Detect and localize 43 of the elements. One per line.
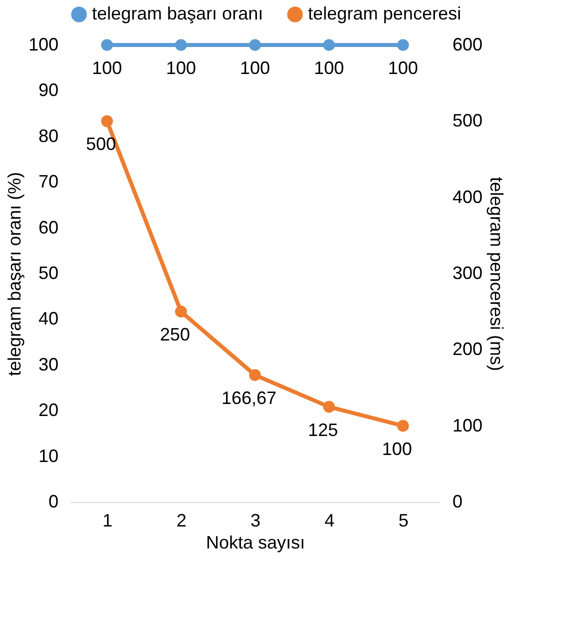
y-tick-label: 40 [38, 308, 58, 329]
y-tick-label: 50 [38, 263, 58, 283]
y-tick-label: 60 [38, 217, 58, 238]
point [249, 369, 261, 381]
y2-tick-label: 100 [452, 415, 483, 436]
y-tick-label: 30 [38, 354, 58, 374]
data-label: 100 [382, 438, 412, 459]
x-tick-label: 2 [176, 510, 187, 530]
y-tick-label: 100 [28, 34, 58, 54]
x-tick-label: 5 [398, 510, 409, 530]
data-label: 500 [86, 134, 116, 154]
y2-tick-label: 600 [452, 34, 483, 54]
y2-axis-title: telegram penceresi (ms) [486, 176, 507, 372]
y2-tick-label: 0 [452, 492, 463, 512]
y-tick-label: 10 [38, 446, 58, 466]
point [397, 420, 409, 432]
data-label: 100 [92, 58, 122, 78]
point [101, 115, 113, 128]
data-label: 100 [240, 58, 270, 78]
x-tick-label: 3 [250, 510, 261, 530]
y-tick-label: 90 [38, 80, 58, 100]
x-axis-title: Nokta sayısı [206, 532, 306, 552]
y-tick-label: 0 [48, 492, 58, 512]
y-axis-title: telegram başarı oranı (%) [4, 172, 24, 376]
x-tick-label: 4 [324, 510, 335, 530]
data-label: 100 [388, 58, 418, 78]
point [323, 400, 335, 413]
point [175, 306, 187, 318]
legend-label: telegram penceresi [308, 3, 462, 24]
y2-tick-label: 300 [452, 263, 483, 283]
data-label: 100 [166, 58, 196, 78]
data-label: 166,67 [221, 388, 277, 408]
y2-tick-label: 200 [452, 339, 483, 360]
y-tick-label: 80 [38, 126, 58, 146]
data-label: 250 [160, 324, 190, 345]
y-tick-label: 70 [38, 172, 58, 192]
y2-tick-label: 500 [452, 110, 483, 131]
data-label: 125 [308, 420, 338, 440]
x-tick-label: 1 [102, 510, 113, 530]
y2-tick-label: 400 [452, 186, 483, 207]
data-label: 100 [314, 58, 344, 78]
y-tick-label: 20 [38, 400, 58, 420]
legend-label: telegram başarı oranı [92, 3, 264, 24]
